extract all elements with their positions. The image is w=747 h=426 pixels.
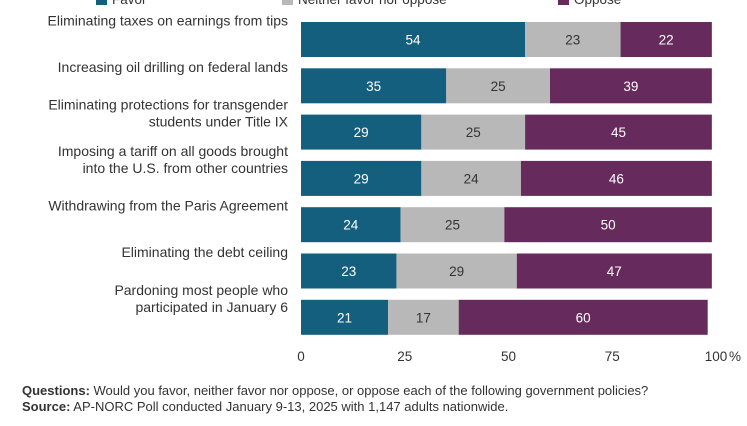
legend-label-0: Favor (112, 0, 147, 7)
bar-segment (504, 207, 712, 243)
data-label: 29 (354, 171, 369, 186)
bar-segment (525, 22, 621, 57)
source-text: AP-NORC Poll conducted January 9-13, 202… (70, 399, 509, 414)
x-tick-label: 50 (501, 349, 516, 364)
category-label: Increasing oil drilling on federal lands (58, 59, 288, 75)
data-label: 25 (445, 218, 460, 233)
data-label: 24 (464, 171, 480, 186)
questions-note: Questions: Would you favor, neither favo… (22, 383, 648, 399)
bar-segment (520, 160, 712, 196)
data-label: 21 (337, 310, 352, 325)
category-label: participated in January 6 (135, 299, 288, 315)
data-label: 22 (659, 33, 674, 48)
data-label: 39 (623, 79, 638, 94)
bar-segment (301, 299, 389, 335)
bar-segment (458, 299, 708, 335)
bar-segment (550, 68, 712, 104)
bar-segment (301, 68, 447, 104)
x-axis: 0 25 50 75 100% (297, 349, 741, 364)
category-labels: Eliminating taxes on earnings from tips I… (48, 13, 289, 315)
source-label: Source: (22, 399, 71, 414)
data-label: 23 (565, 33, 580, 48)
data-label: 24 (343, 218, 359, 233)
bar-segment (301, 160, 422, 196)
category-label: Eliminating the debt ceiling (121, 244, 288, 260)
data-label: 17 (416, 310, 431, 325)
bar-segment (446, 68, 550, 104)
legend-swatch-1 (282, 0, 293, 5)
data-label: 35 (366, 79, 381, 94)
legend-label-2: Oppose (574, 0, 621, 7)
bar-segment (301, 253, 397, 289)
bar-segment (388, 299, 459, 335)
bar-segment (301, 207, 401, 243)
data-label: 29 (354, 125, 369, 140)
data-label: 25 (466, 125, 481, 140)
legend-label-1: Neither favor nor oppose (298, 0, 447, 7)
x-tick-label: 100 (705, 349, 728, 364)
x-tick-label: 0 (297, 349, 305, 364)
chart-legend: Favor Neither favor nor oppose Oppose (96, 0, 621, 7)
x-unit-label: % (729, 349, 741, 364)
questions-label: Questions: (22, 383, 90, 398)
data-label: 25 (491, 79, 506, 94)
questions-text: Would you favor, neither favor nor oppos… (89, 383, 649, 398)
bar-segment (396, 253, 517, 289)
data-label: 29 (449, 264, 464, 279)
category-label: into the U.S. from other countries (83, 160, 288, 176)
category-label: Imposing a tariff on all goods brought (58, 143, 288, 159)
bars-group: 54 23 22 35 25 39 29 25 45 29 24 46 24 25 50 23 29 47 21 17… (301, 22, 712, 335)
category-label: Pardoning most people who (114, 282, 288, 298)
data-label: 45 (611, 125, 626, 140)
data-label: 50 (601, 218, 616, 233)
bar-segment (400, 207, 505, 243)
data-label: 23 (341, 264, 356, 279)
category-label: Eliminating taxes on earnings from tips (48, 13, 288, 29)
bar-segment (516, 253, 712, 289)
source-note: Source: AP-NORC Poll conducted January 9… (22, 399, 648, 415)
data-label: 47 (607, 264, 622, 279)
data-label: 46 (609, 171, 624, 186)
bar-segment (421, 114, 526, 150)
x-tick-label: 75 (605, 349, 620, 364)
bar-segment (301, 114, 422, 150)
bar-segment (620, 22, 712, 57)
category-label: Eliminating protections for transgender (48, 97, 288, 113)
x-tick-label: 25 (397, 349, 412, 364)
category-label: students under Title IX (149, 114, 289, 130)
chart-footer: Questions: Would you favor, neither favo… (22, 383, 648, 415)
data-label: 60 (576, 310, 591, 325)
data-label: 54 (406, 33, 422, 48)
legend-swatch-0 (96, 0, 107, 5)
bar-segment (421, 160, 521, 196)
bar-segment (525, 114, 712, 150)
bar-segment (301, 22, 526, 57)
category-label: Withdrawing from the Paris Agreement (48, 198, 288, 214)
legend-swatch-2 (558, 0, 569, 5)
